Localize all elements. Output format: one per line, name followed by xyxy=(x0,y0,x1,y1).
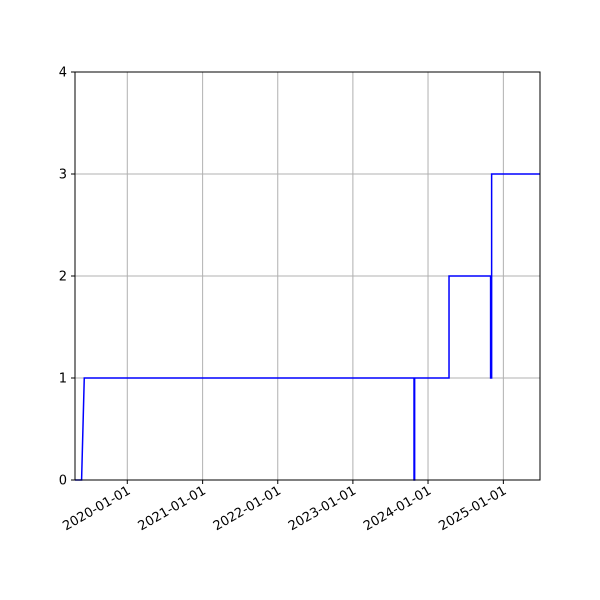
y-axis: 0 1 2 3 4 xyxy=(59,66,75,489)
y-tick-label: 2 xyxy=(59,270,67,285)
series-line xyxy=(75,173,540,481)
y-tick-label: 4 xyxy=(59,66,67,81)
y-tick-label: 0 xyxy=(59,474,67,489)
y-tick-label: 1 xyxy=(59,372,67,387)
y-tick-label: 3 xyxy=(59,168,67,183)
series-layer xyxy=(75,173,540,481)
